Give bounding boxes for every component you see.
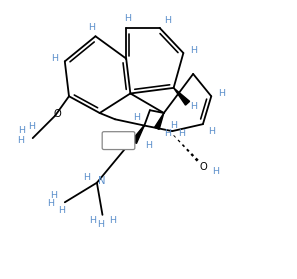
Text: H: H: [109, 216, 116, 225]
Text: H: H: [98, 220, 105, 229]
Text: H: H: [18, 136, 24, 145]
Text: H: H: [50, 191, 57, 200]
Text: H: H: [212, 167, 219, 175]
Text: H: H: [190, 46, 198, 55]
Text: H: H: [51, 54, 58, 63]
FancyBboxPatch shape: [102, 132, 135, 150]
Text: H: H: [170, 121, 177, 130]
Text: H: H: [133, 113, 140, 122]
Text: Abs: Abs: [110, 136, 127, 145]
Text: H: H: [47, 199, 54, 208]
Polygon shape: [174, 88, 189, 105]
Text: O: O: [199, 162, 207, 172]
Text: H: H: [18, 126, 25, 135]
Text: H: H: [218, 89, 225, 98]
Text: H: H: [58, 206, 65, 215]
Polygon shape: [133, 126, 144, 143]
Text: O: O: [54, 109, 62, 119]
Text: H: H: [164, 129, 171, 138]
Text: H: H: [145, 141, 152, 150]
Text: N: N: [98, 176, 106, 186]
Text: H: H: [190, 102, 197, 110]
Text: H: H: [88, 23, 95, 32]
Text: H: H: [178, 129, 186, 138]
Text: H: H: [165, 16, 172, 25]
Text: H: H: [208, 127, 215, 136]
Text: H: H: [89, 216, 96, 225]
Text: H: H: [84, 173, 91, 182]
Text: H: H: [28, 122, 35, 131]
Text: H: H: [124, 15, 131, 23]
Polygon shape: [154, 113, 164, 129]
